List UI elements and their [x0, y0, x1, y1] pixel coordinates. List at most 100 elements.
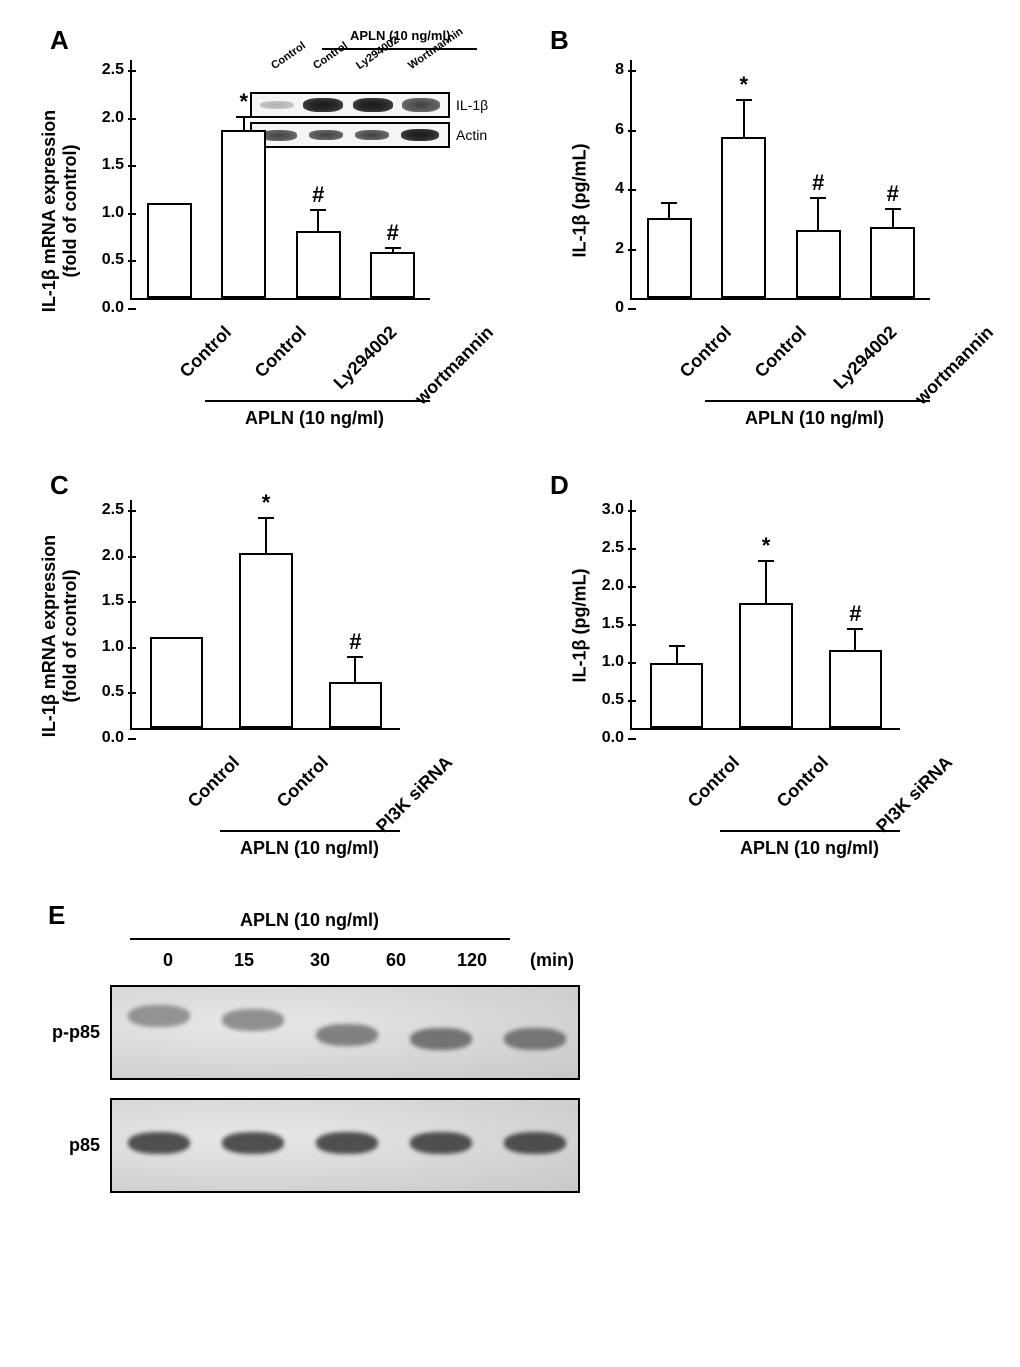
bar-wrap: #	[811, 500, 900, 728]
panel-d-xlabels: ControlControlPI3K siRNA	[630, 740, 900, 820]
blot-row-label: p85	[40, 1135, 110, 1156]
error-bar	[676, 646, 678, 663]
y-tick: 0.0	[102, 729, 124, 747]
bar	[370, 252, 415, 298]
error-cap	[736, 99, 752, 101]
x-label: Control	[750, 322, 810, 382]
blot-band	[128, 1005, 189, 1027]
error-cap	[669, 645, 685, 647]
time-label: 15	[206, 950, 282, 971]
panel-d: D IL-1β (pg/mL) *# 0.00.51.01.52.02.53.0…	[530, 470, 990, 870]
blot-row: p85	[120, 1098, 590, 1193]
blot-band	[504, 1028, 565, 1050]
panel-e-bracket	[130, 938, 510, 940]
y-tick: 3.0	[602, 501, 624, 519]
panel-a-xlabels: ControlControlLy294002wortmannin	[130, 310, 430, 390]
panel-e-treatment: APLN (10 ng/ml)	[240, 910, 379, 931]
significance-mark: *	[762, 533, 771, 559]
error-bar	[892, 209, 894, 227]
significance-mark: #	[812, 170, 824, 196]
significance-mark: *	[239, 89, 248, 115]
x-label: Control	[250, 322, 310, 382]
error-cap	[310, 209, 326, 211]
panel-d-yticks: 0.00.51.01.52.02.53.0	[590, 500, 630, 730]
error-bar	[243, 117, 245, 129]
panel-b-yticks: 02468	[590, 60, 630, 300]
panel-c-label: C	[50, 470, 69, 501]
blot-band	[222, 1132, 283, 1154]
bar-wrap	[632, 60, 707, 298]
y-tick: 2.5	[102, 501, 124, 519]
bar	[721, 137, 766, 298]
panel-a-ylabel: IL-1β mRNA expression (fold of control)	[39, 101, 81, 321]
error-cap	[385, 247, 401, 249]
error-bar	[265, 518, 267, 553]
bar-wrap: *	[207, 60, 282, 298]
panel-c-xlabels: ControlControlPI3K siRNA	[130, 740, 400, 820]
x-label: PI3K siRNA	[872, 752, 957, 837]
blot-band	[128, 1132, 189, 1154]
panel-a-chart: * # #	[130, 60, 430, 300]
panel-b-label: B	[550, 25, 569, 56]
bar	[870, 227, 915, 298]
panel-b-ylabel: IL-1β (pg/mL)	[570, 121, 591, 281]
panel-c-ylabel: IL-1β mRNA expression (fold of control)	[39, 526, 81, 746]
x-label: PI3K siRNA	[372, 752, 457, 837]
error-cap	[236, 116, 252, 118]
panel-a-ylabel-2: (fold of control)	[60, 145, 80, 278]
x-label: Control	[773, 752, 833, 812]
bar-wrap	[132, 500, 221, 728]
bar-wrap	[132, 60, 207, 298]
error-cap	[885, 208, 901, 210]
significance-mark: #	[387, 220, 399, 246]
bar	[150, 637, 204, 728]
panel-d-chart: *#	[630, 500, 900, 730]
x-label: Ly294002	[830, 322, 902, 394]
panel-a: A APLN (10 ng/ml) Control Control Ly2940…	[20, 20, 500, 440]
row-2: C IL-1β mRNA expression (fold of control…	[20, 470, 1000, 870]
bar	[739, 603, 793, 728]
panel-d-bracket	[720, 830, 900, 832]
panel-a-bracket-label: APLN (10 ng/ml)	[245, 408, 384, 429]
panel-d-bracket-label: APLN (10 ng/ml)	[740, 838, 879, 859]
y-tick: 1.0	[102, 204, 124, 222]
y-tick: 1.0	[102, 638, 124, 656]
panel-b: B IL-1β (pg/mL) *## 02468 ControlControl…	[530, 20, 990, 440]
error-cap	[758, 560, 774, 562]
y-tick: 2.0	[102, 109, 124, 127]
blot-image	[110, 1098, 580, 1193]
y-tick: 2.5	[602, 539, 624, 557]
blot-row: p-p85	[120, 985, 590, 1080]
time-label: 0	[130, 950, 206, 971]
bar	[147, 203, 192, 298]
bar	[296, 231, 341, 298]
x-label: Ly294002	[330, 322, 402, 394]
error-bar	[854, 629, 856, 650]
blot-band	[410, 1132, 471, 1154]
panel-c-bracket-label: APLN (10 ng/ml)	[240, 838, 379, 859]
panel-e-time-labels: 0153060120	[130, 950, 510, 971]
y-tick: 1.5	[102, 592, 124, 610]
significance-mark: #	[887, 181, 899, 207]
bar-wrap	[632, 500, 721, 728]
bar	[221, 130, 266, 299]
bar-wrap: #	[856, 60, 931, 298]
inset-row-label-1: Actin	[456, 127, 487, 143]
y-tick: 1.5	[602, 615, 624, 633]
y-tick: 2.0	[102, 547, 124, 565]
panel-b-xlabels: ControlControlLy294002wortmannin	[630, 310, 930, 390]
error-bar	[668, 203, 670, 218]
significance-mark: #	[349, 629, 361, 655]
blot-band	[504, 1132, 565, 1154]
y-tick: 0	[615, 299, 624, 317]
significance-mark: #	[312, 182, 324, 208]
panel-e: E APLN (10 ng/ml) 0153060120 (min) p-p85…	[30, 900, 650, 1240]
error-cap	[810, 197, 826, 199]
blot-band	[222, 1009, 283, 1031]
panel-a-bracket	[205, 400, 430, 402]
y-tick: 2.5	[102, 61, 124, 79]
panel-d-label: D	[550, 470, 569, 501]
bar-wrap: #	[311, 500, 400, 728]
panel-e-blots: p-p85 p85	[120, 985, 590, 1211]
time-label: 60	[358, 950, 434, 971]
